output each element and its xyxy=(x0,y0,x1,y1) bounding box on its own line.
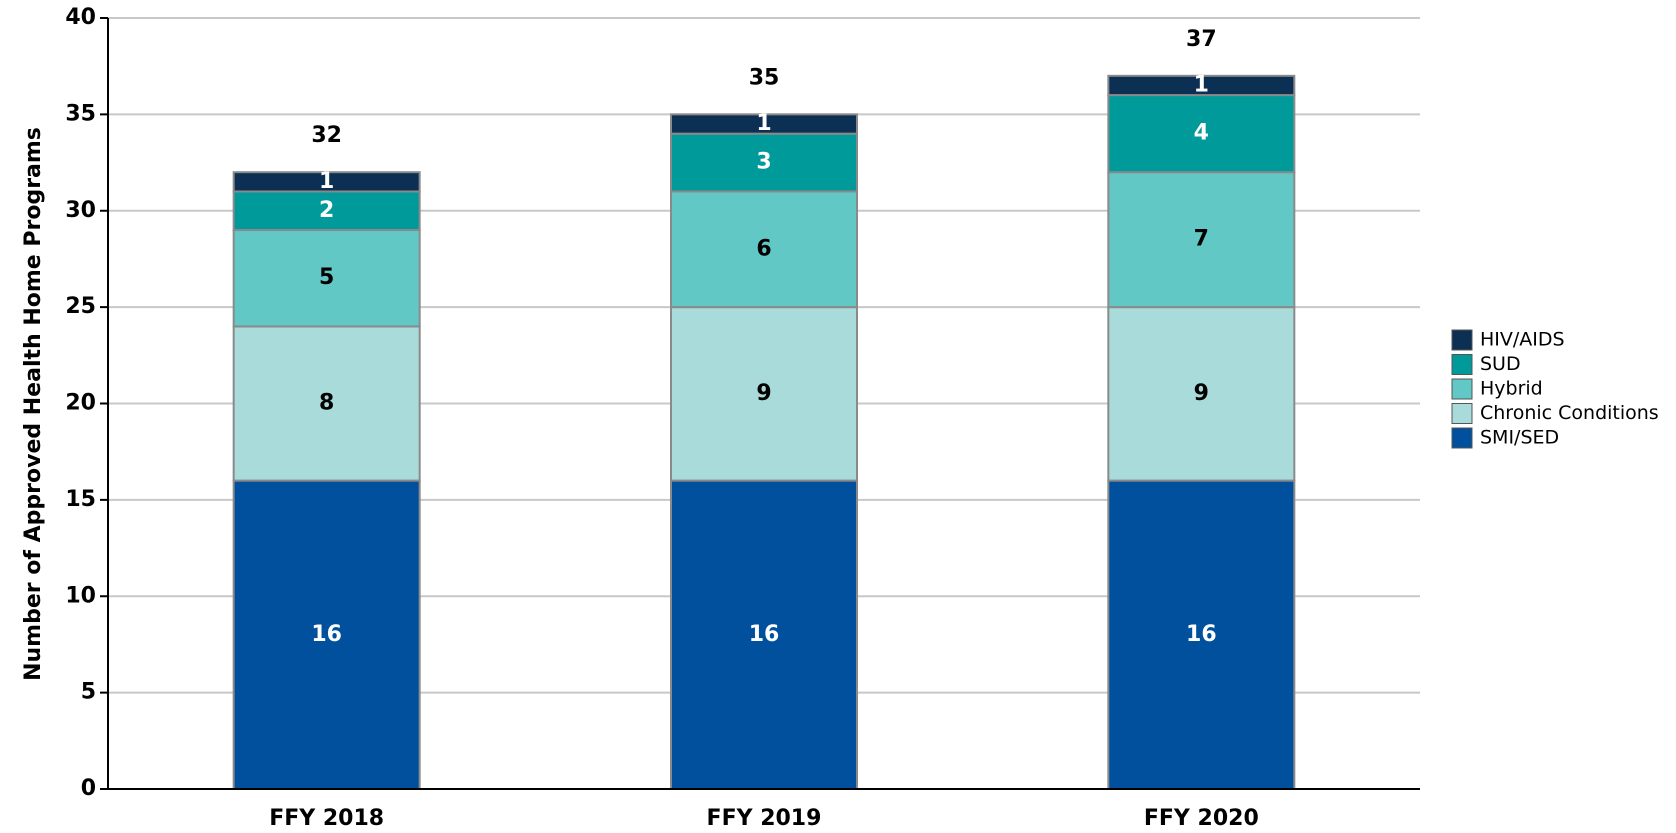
y-tick-label: 30 xyxy=(65,198,96,223)
bar-segment xyxy=(670,306,858,482)
total-label: 37 xyxy=(1186,27,1217,52)
total-label: 35 xyxy=(749,65,780,90)
legend-label: Hybrid xyxy=(1480,378,1543,400)
data-label: 1 xyxy=(756,111,771,136)
total-label: 32 xyxy=(311,123,342,148)
bar-segment xyxy=(1107,479,1296,790)
y-axis-label: Number of Approved Health Home Programs xyxy=(21,127,46,681)
bar-segment xyxy=(1107,306,1296,482)
data-label: 2 xyxy=(319,198,334,223)
legend-label: SUD xyxy=(1480,353,1521,375)
data-label: 5 xyxy=(319,265,334,290)
y-tick-label: 40 xyxy=(65,5,96,30)
data-label: 9 xyxy=(1194,381,1209,406)
bar-segment xyxy=(670,479,858,790)
bar-segment xyxy=(1107,74,1296,97)
data-label: 8 xyxy=(319,391,334,416)
legend-label: Chronic Conditions xyxy=(1480,402,1659,424)
bar-segment xyxy=(232,325,421,482)
data-label: 16 xyxy=(1186,622,1217,647)
data-label: 16 xyxy=(749,622,780,647)
data-label: 3 xyxy=(756,150,771,175)
x-tick-label: FFY 2019 xyxy=(707,806,822,831)
bar-segment xyxy=(670,132,858,193)
bar-segment xyxy=(670,113,858,135)
bar-segment xyxy=(232,171,421,193)
x-tick-label: FFY 2020 xyxy=(1144,806,1259,831)
legend-swatch xyxy=(1451,378,1473,400)
legend-label: HIV/AIDS xyxy=(1480,329,1565,351)
data-label: 16 xyxy=(311,622,342,647)
bar-segment xyxy=(670,190,858,309)
legend-swatch xyxy=(1451,329,1473,351)
y-tick-label: 0 xyxy=(81,776,96,801)
y-tick-label: 5 xyxy=(81,680,96,705)
legend-label: SMI/SED xyxy=(1480,427,1559,449)
bar-segment xyxy=(232,479,421,790)
data-label: 7 xyxy=(1194,227,1209,252)
legend-swatch xyxy=(1451,354,1473,375)
y-tick-label: 15 xyxy=(65,487,96,512)
y-tick-label: 35 xyxy=(65,101,96,126)
x-tick-label: FFY 2018 xyxy=(269,806,384,831)
y-tick-label: 20 xyxy=(65,391,96,416)
legend-swatch xyxy=(1451,427,1473,449)
bar-segment xyxy=(232,190,421,232)
y-tick-label: 10 xyxy=(65,583,96,608)
bar-segment xyxy=(232,229,421,328)
data-label: 9 xyxy=(756,381,771,406)
y-tick-label: 25 xyxy=(65,294,96,319)
legend-swatch xyxy=(1451,403,1473,424)
data-label: 1 xyxy=(319,169,334,194)
data-label: 1 xyxy=(1194,72,1209,97)
data-label: 4 xyxy=(1194,121,1209,146)
data-label: 6 xyxy=(756,236,771,261)
